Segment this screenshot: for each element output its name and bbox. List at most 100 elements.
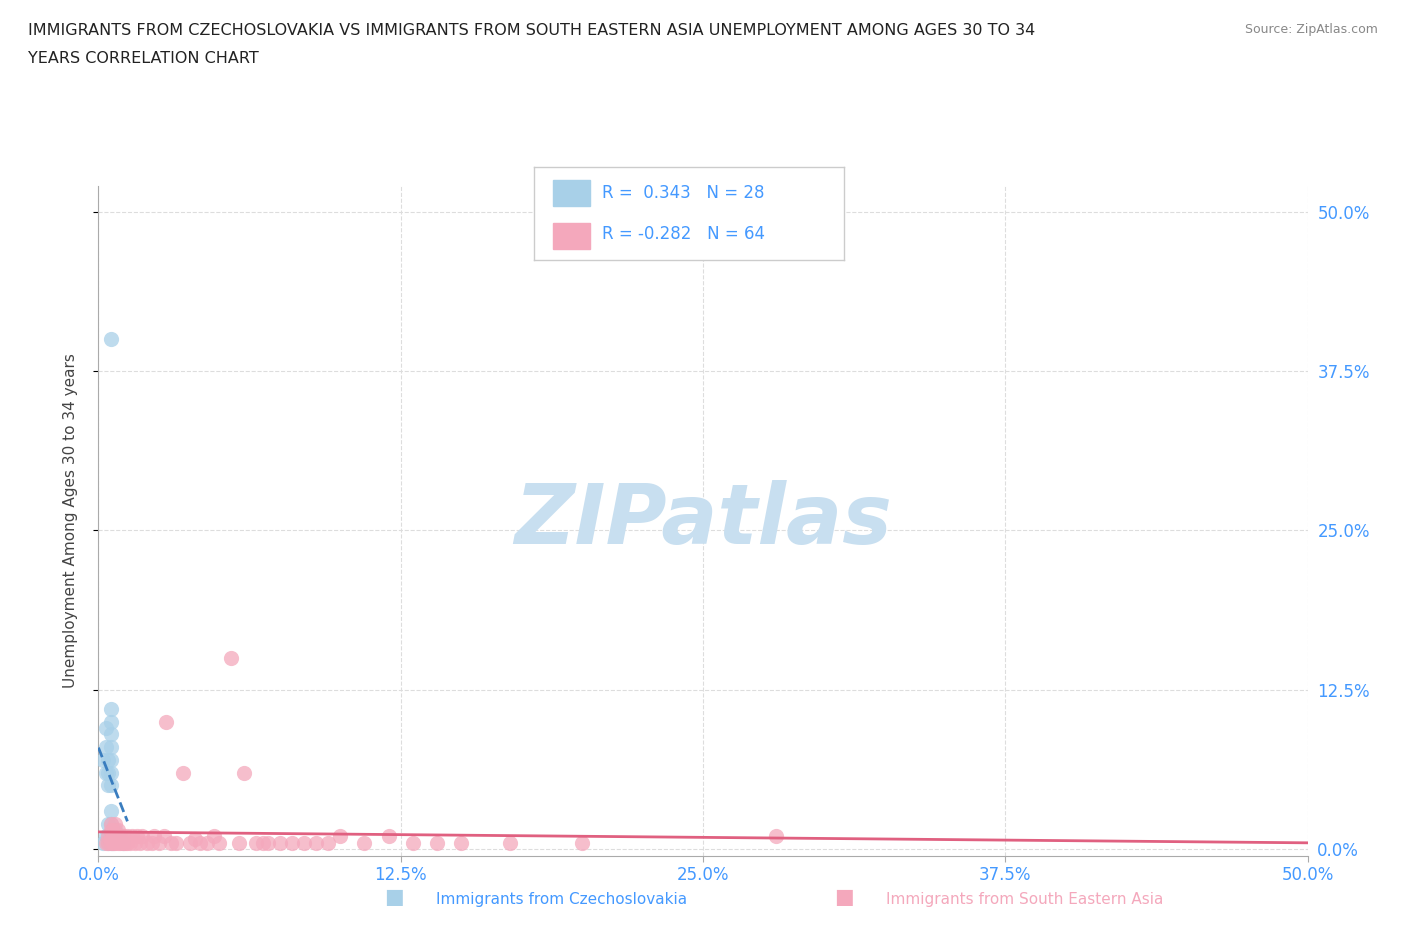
Point [101, 829, 124, 844]
Point [172, 765, 194, 780]
Point [353, 835, 375, 850]
Point [118, 835, 141, 850]
Point [94, 739, 117, 754]
Point [104, 835, 127, 850]
Point [97, 829, 120, 844]
Point [101, 835, 124, 850]
Point [571, 835, 593, 850]
Point [148, 835, 170, 850]
Point [107, 823, 129, 838]
Point [100, 778, 122, 793]
Point [94, 765, 117, 780]
Text: R =  0.343   N = 28: R = 0.343 N = 28 [602, 183, 765, 202]
Point [117, 829, 139, 844]
Bar [553, 180, 591, 206]
Point [329, 829, 352, 844]
Point [269, 835, 291, 850]
Point [111, 835, 134, 850]
Point [143, 829, 166, 844]
Point [281, 835, 304, 850]
Point [450, 835, 472, 850]
Point [131, 829, 153, 844]
Point [204, 829, 226, 844]
Text: IMMIGRANTS FROM CZECHOSLOVAKIA VS IMMIGRANTS FROM SOUTH EASTERN ASIA UNEMPLOYMEN: IMMIGRANTS FROM CZECHOSLOVAKIA VS IMMIGR… [28, 23, 1035, 38]
Point [101, 829, 124, 844]
Text: ■: ■ [384, 886, 404, 907]
Point [221, 650, 243, 665]
Point [108, 829, 131, 844]
Point [100, 835, 122, 850]
Point [377, 829, 399, 844]
Point [305, 835, 328, 850]
Point [195, 835, 218, 850]
Point [100, 752, 122, 767]
Point [426, 835, 449, 850]
Point [114, 835, 136, 850]
Point [94, 721, 117, 736]
Point [97, 778, 120, 793]
Point [141, 835, 163, 850]
Point [94, 829, 117, 844]
Point [100, 817, 122, 831]
Point [104, 823, 127, 838]
Point [100, 701, 122, 716]
Bar [553, 223, 591, 249]
Text: YEARS CORRELATION CHART: YEARS CORRELATION CHART [28, 51, 259, 66]
Point [208, 835, 231, 850]
Point [97, 817, 120, 831]
Point [155, 714, 177, 729]
Point [100, 739, 122, 754]
Point [94, 835, 117, 850]
Point [184, 831, 207, 846]
Point [100, 714, 122, 729]
Point [107, 835, 129, 850]
Point [97, 835, 120, 850]
Point [179, 835, 201, 850]
Point [100, 332, 122, 347]
Point [100, 804, 122, 818]
Point [152, 829, 174, 844]
Text: Source: ZipAtlas.com: Source: ZipAtlas.com [1244, 23, 1378, 36]
Point [107, 829, 129, 844]
Point [97, 765, 120, 780]
Point [121, 829, 143, 844]
Text: R = -0.282   N = 64: R = -0.282 N = 64 [602, 225, 765, 244]
Point [91, 835, 114, 850]
Point [256, 835, 278, 850]
Point [402, 835, 425, 850]
Text: Immigrants from Czechoslovakia: Immigrants from Czechoslovakia [436, 892, 688, 907]
Point [292, 835, 315, 850]
Point [100, 829, 122, 844]
Point [765, 829, 787, 844]
Point [127, 829, 149, 844]
Point [128, 835, 150, 850]
Point [228, 835, 250, 850]
Point [91, 752, 114, 767]
Point [104, 829, 127, 844]
Text: Immigrants from South Eastern Asia: Immigrants from South Eastern Asia [886, 892, 1163, 907]
Point [245, 835, 267, 850]
Point [108, 835, 131, 850]
Point [111, 829, 134, 844]
Point [100, 817, 122, 831]
Point [97, 829, 120, 844]
Point [111, 835, 134, 850]
Y-axis label: Unemployment Among Ages 30 to 34 years: Unemployment Among Ages 30 to 34 years [63, 353, 77, 688]
Text: ZIPatlas: ZIPatlas [515, 480, 891, 562]
Point [232, 765, 254, 780]
Point [107, 829, 129, 844]
Point [97, 835, 120, 850]
Point [101, 835, 124, 850]
Point [165, 835, 187, 850]
Point [100, 823, 122, 838]
Point [117, 835, 139, 850]
Point [104, 817, 127, 831]
Point [124, 835, 146, 850]
Point [135, 835, 157, 850]
Point [101, 823, 124, 838]
Point [188, 835, 211, 850]
Point [252, 835, 274, 850]
Point [97, 752, 120, 767]
Point [100, 727, 122, 742]
Point [498, 835, 520, 850]
